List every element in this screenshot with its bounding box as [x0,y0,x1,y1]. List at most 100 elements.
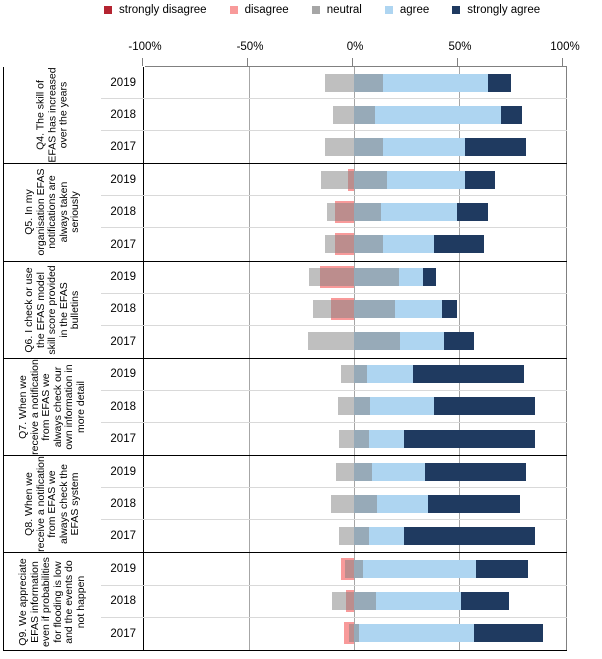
bar-neutral [331,592,377,611]
gridline [249,325,250,358]
bar-strongly-agree [433,397,535,416]
likert-row-q8-2017: 2017 [101,520,567,553]
bar-strongly-agree [412,365,525,384]
legend-swatch-neutral-icon [311,6,320,14]
gridline [249,131,250,164]
legend-item-strongly_agree: strongly agree [452,3,540,17]
plot-area [144,196,567,228]
question-block-q9: Q9. We appreciate EFAS information even … [4,553,567,651]
gridline [249,228,250,261]
bar-strongly-agree [473,624,543,643]
question-label: Q7. When we receive a notification from … [16,359,87,455]
question-label: Q9. We appreciate EFAS information even … [16,556,87,647]
axis-tick-mark [142,58,143,66]
gridline [459,293,460,325]
likert-row-q5-2018: 2018 [101,196,567,229]
plot-area [144,423,567,456]
legend-swatch-strongly_disagree-icon [104,6,112,14]
plot-area [144,520,567,553]
bar-strongly-agree [461,592,510,611]
question-label-cell: Q9. We appreciate EFAS information even … [4,553,101,649]
gridline [249,67,250,99]
year-label: 2017 [101,423,144,456]
year-label: 2018 [101,585,144,617]
bar-neutral [344,559,364,578]
bar-strongly-agree [465,137,527,156]
likert-row-q6-2017: 2017 [101,325,567,358]
axis-tick-label: 0% [346,41,364,53]
legend-swatch-disagree-icon [229,6,238,14]
axis-tick-mark [457,58,458,66]
year-label: 2017 [101,617,144,650]
likert-row-q8-2018: 2018 [101,488,567,521]
question-block-q5: Q5. In my organisation EFAS notification… [4,164,567,262]
legend-label: neutral [326,4,362,16]
plot-area [144,293,567,325]
plot-area [144,456,567,488]
gridline [459,261,460,293]
bar-neutral [339,526,369,545]
bar-agree [354,397,434,416]
question-rows: 2019 2018 2017 [101,261,567,358]
axis-tick-label: -50% [236,41,264,53]
bar-neutral [321,170,387,189]
question-rows: 2019 2018 2017 [101,358,567,456]
year-label: 2019 [101,456,144,488]
year-label: 2017 [101,131,144,164]
gridline [249,164,250,196]
plot-area [144,390,567,423]
bar-neutral [313,300,395,319]
plot-area [144,261,567,293]
likert-row-q6-2019: 2019 [101,261,567,294]
legend-swatch-strongly_agree-icon [452,6,461,14]
bar-agree [354,559,476,578]
bar-neutral [307,332,401,351]
legend-item-neutral: neutral [311,3,362,17]
bar-strongly-agree [433,234,485,253]
plot-area [144,99,567,131]
gridline [249,585,250,617]
plot-area [144,488,567,520]
bar-neutral [348,624,360,643]
question-label-cell: Q6. I check or use the EFAS model skill … [4,262,101,358]
question-block-q6: Q6. I check or use the EFAS model skill … [4,261,567,359]
legend-label: agree [399,4,430,16]
year-label: 2019 [101,67,144,99]
gridline [249,617,250,650]
year-label: 2019 [101,164,144,196]
gridline [249,423,250,456]
likert-row-q7-2017: 2017 [101,423,567,456]
year-label: 2019 [101,261,144,293]
question-block-q7: Q7. When we receive a notification from … [4,358,567,457]
bar-strongly-agree [442,300,457,319]
plot-area [144,325,567,358]
axis-tick-mark [562,58,563,66]
bar-strongly-agree [475,559,529,578]
year-label: 2018 [101,99,144,131]
likert-row-q4-2018: 2018 [101,99,567,132]
likert-row-q9-2017: 2017 [101,617,567,650]
bar-agree [354,592,462,611]
gridline [249,456,250,488]
year-label: 2017 [101,228,144,261]
question-label-cell: Q7. When we receive a notification from … [4,359,101,455]
bar-neutral [324,137,384,156]
plot-area [144,585,567,617]
likert-row-q5-2019: 2019 [101,164,567,197]
question-label: Q6. I check or use the EFAS model skill … [22,265,81,355]
bar-neutral [339,429,369,448]
year-label: 2018 [101,390,144,423]
gridline [249,358,250,390]
legend-item-disagree: disagree [229,3,289,17]
question-label: Q4. The skill of EFAS has increased over… [34,67,70,163]
bar-strongly-agree [404,429,535,448]
year-label: 2018 [101,293,144,325]
bar-neutral [336,462,372,481]
question-label-cell: Q8. When we receive a notification from … [4,456,101,552]
likert-row-q4-2019: 2019 [101,67,567,100]
bar-strongly-agree [488,73,512,92]
gridline [249,553,250,585]
bar-neutral [333,105,375,124]
bar-strongly-agree [425,462,527,481]
